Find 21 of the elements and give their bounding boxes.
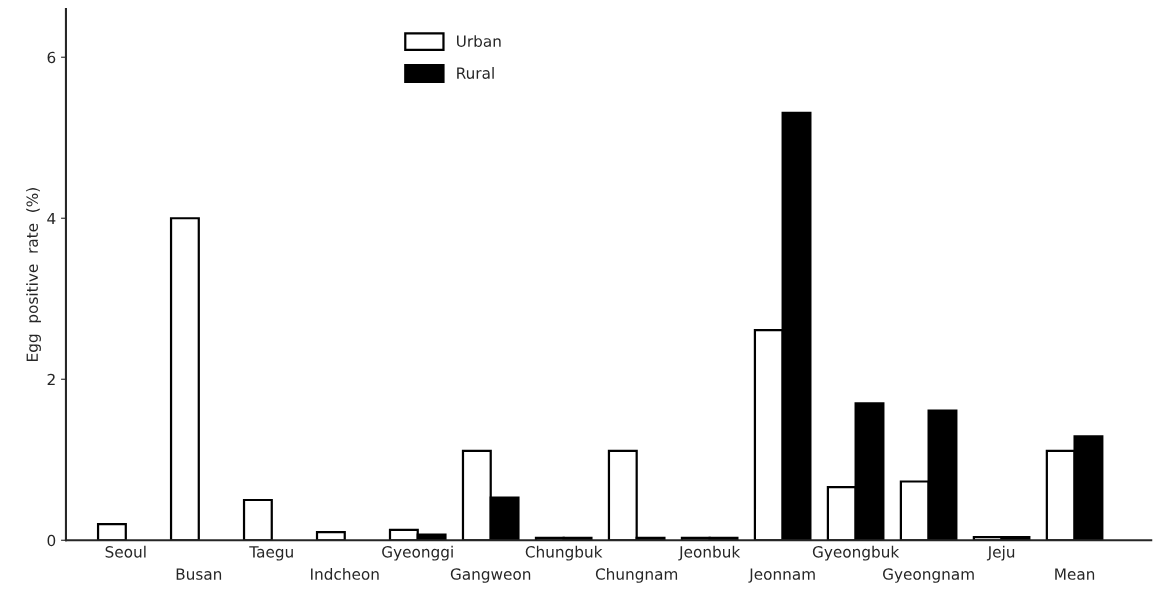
x-tick-label: Gyeonggi <box>382 545 453 561</box>
x-tick-label: Jeonnam <box>748 568 815 583</box>
x-tick-label: Busan <box>176 568 222 580</box>
x-tick-label: Chungbuk <box>525 545 603 561</box>
x-tick-label: Indcheon <box>311 568 379 580</box>
legend-label: Urban <box>457 35 501 47</box>
x-tick-label: Mean <box>1055 568 1095 580</box>
y-tick-label: 4 <box>47 212 56 225</box>
x-tick-label: Jeonbuk <box>678 545 741 561</box>
x-tick-label: Gyeongbuk <box>812 545 900 561</box>
x-tick-label: Chungnam <box>595 568 678 583</box>
x-tick-label: Jeju <box>986 545 1015 561</box>
x-tick-label: Seoul <box>105 545 146 558</box>
y-tick-label: 0 <box>47 534 56 547</box>
y-tick-label: 2 <box>47 373 55 386</box>
x-tick-label: Gyeongnam <box>883 568 974 583</box>
y-axis-title: Egg positive rate (%) <box>26 188 41 361</box>
x-tick-label: Taegu <box>249 546 293 561</box>
legend-label: Rural <box>457 67 494 79</box>
x-tick-label: Gangweon <box>450 568 531 583</box>
y-tick-label: 6 <box>47 51 56 64</box>
